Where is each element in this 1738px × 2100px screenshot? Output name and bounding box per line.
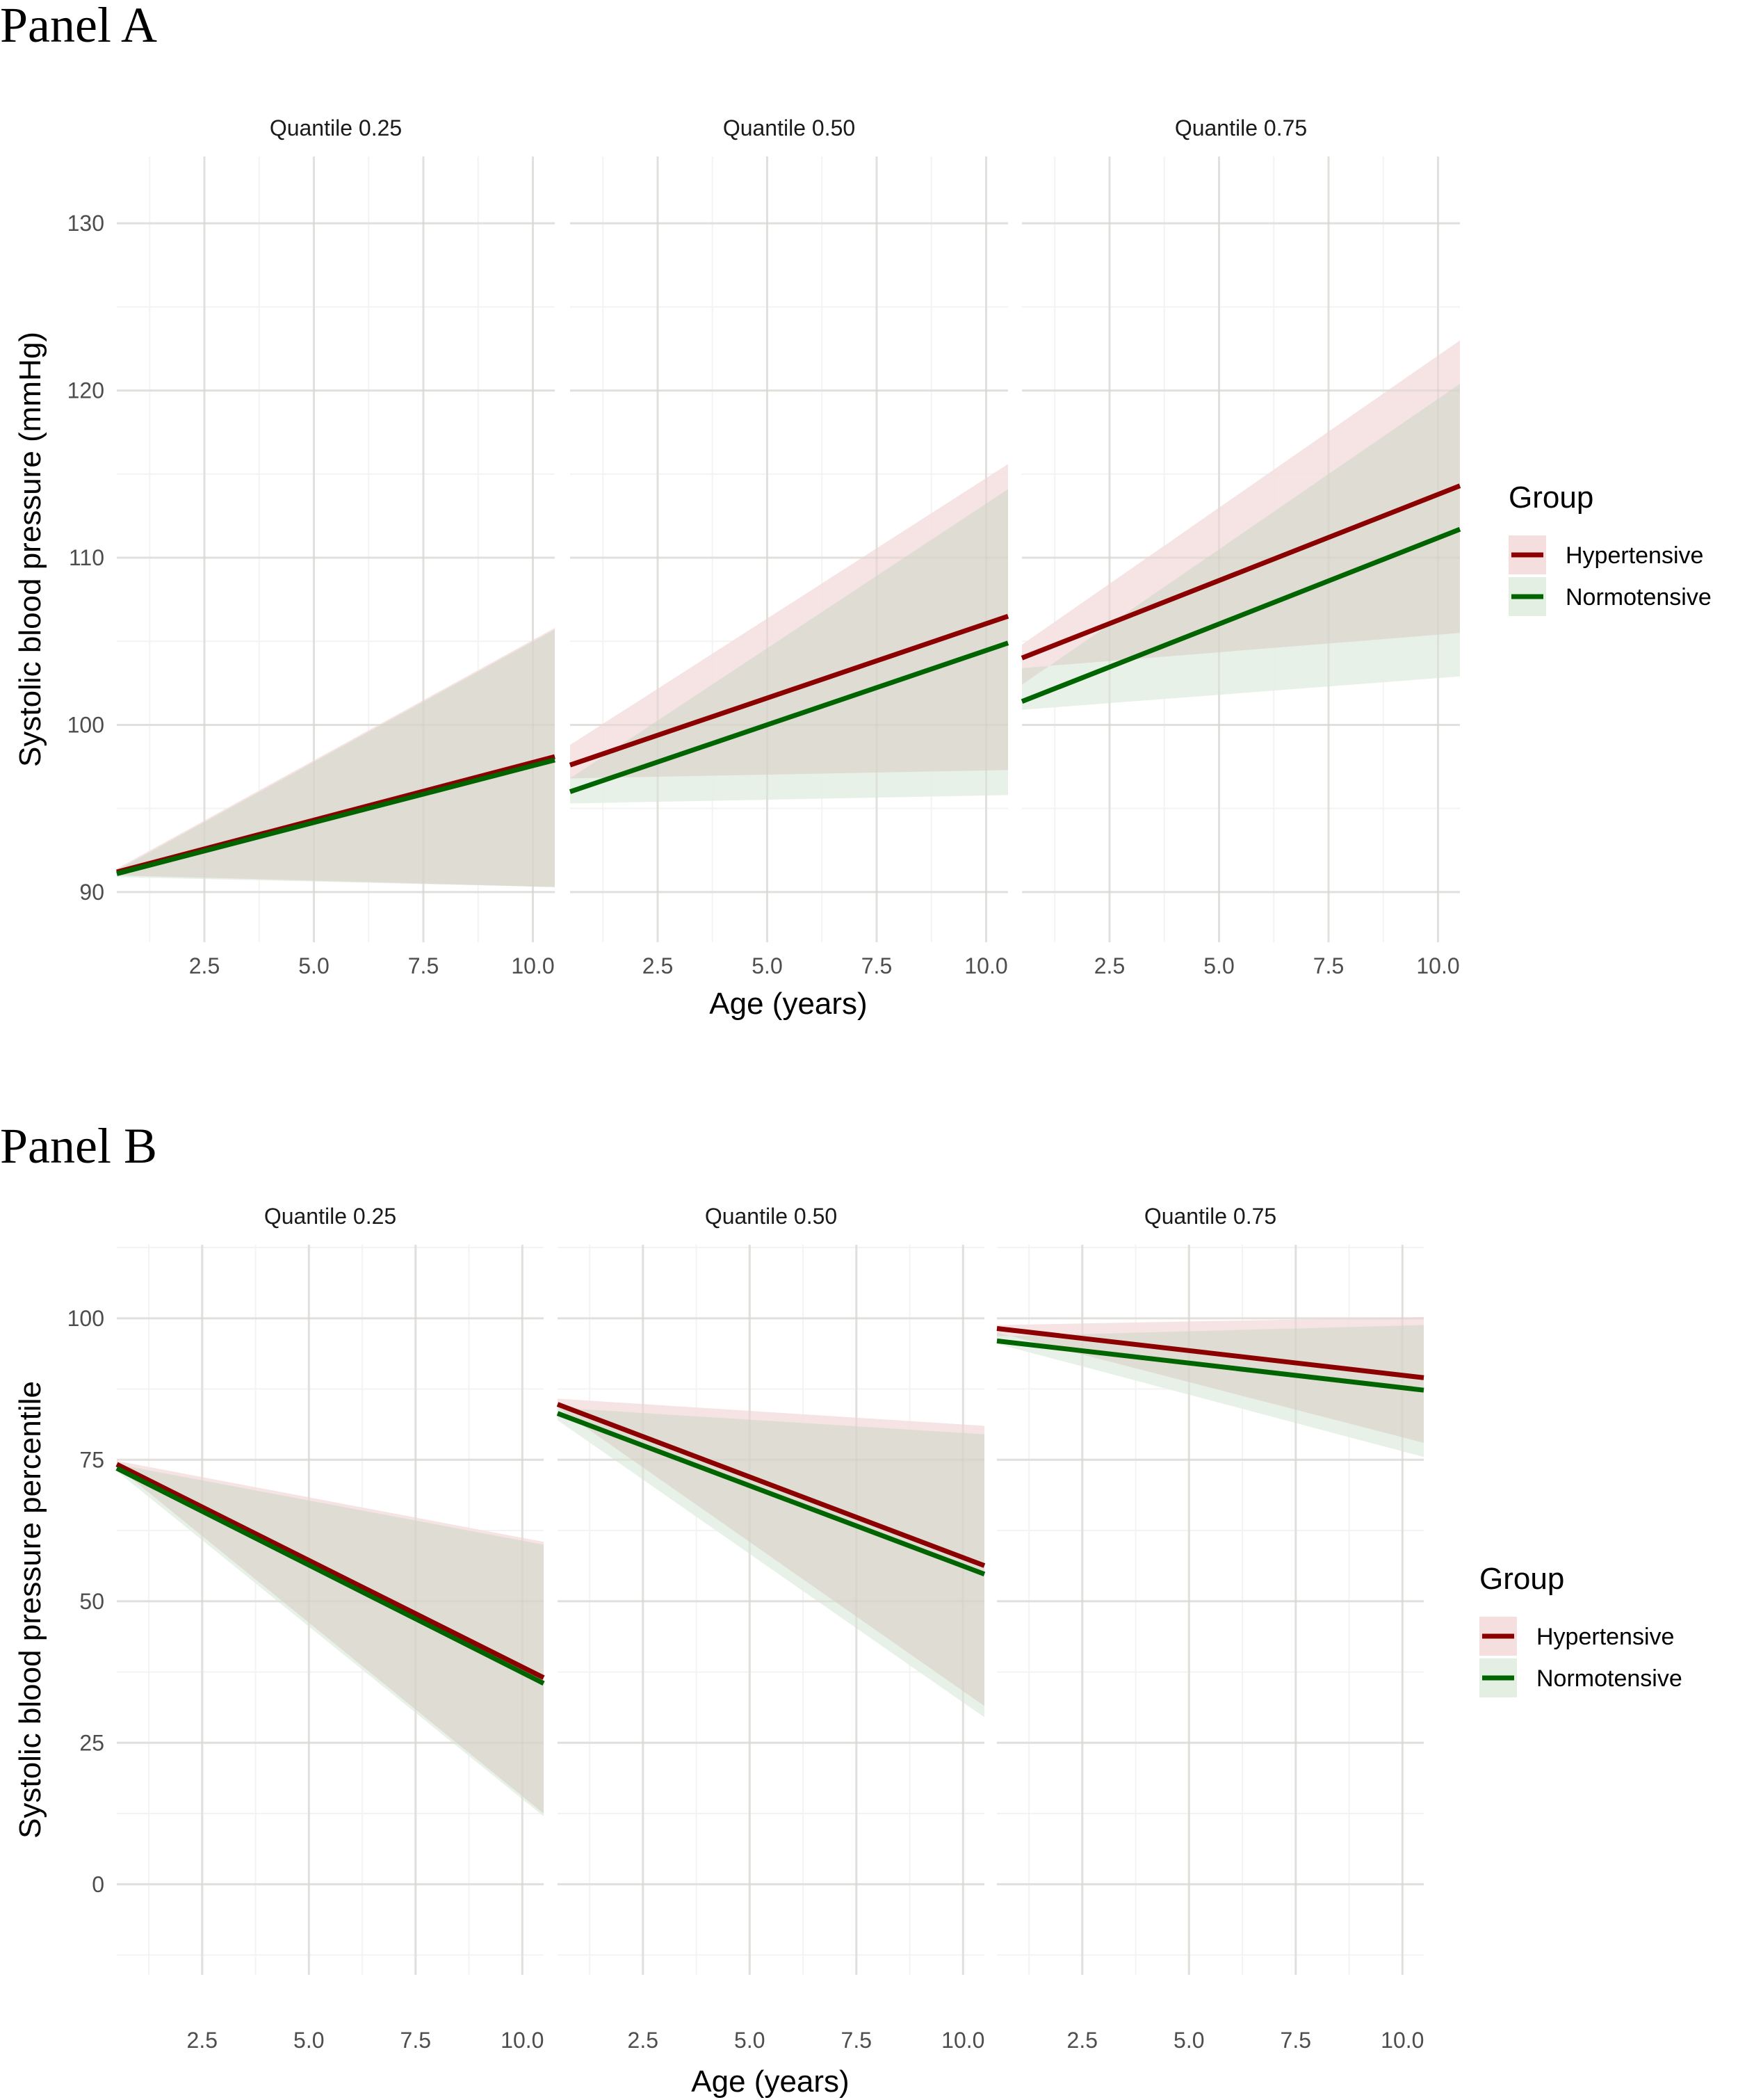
y-tick-label: 100 — [67, 1306, 104, 1331]
x-tick-label: 5.0 — [752, 953, 782, 978]
x-tick-label: 10.0 — [1381, 2028, 1424, 2053]
legend-hypertensive-label: Hypertensive — [1536, 1624, 1674, 1650]
x-tick-label: 10.0 — [1416, 953, 1459, 978]
x-tick-label: 7.5 — [1281, 2028, 1311, 2053]
facet-2: Quantile 0.50 2.5 5.0 7.5 10.0 — [556, 1204, 986, 2053]
y-tick-label: 25 — [79, 1730, 104, 1755]
y-axis-title: Systolic blood pressure (mmHg) — [13, 332, 47, 767]
facet-3: Quantile 0.75 2.5 5.0 7.5 10.0 — [1021, 115, 1461, 978]
x-tick-label: 2.5 — [628, 2028, 658, 2053]
y-tick-label: 110 — [69, 545, 104, 570]
x-tick-label: 2.5 — [187, 2028, 218, 2053]
line-normotensive — [556, 1411, 986, 1576]
x-tick-label: 7.5 — [1313, 953, 1344, 978]
legend: Group Hypertensive Normotensive — [1479, 1562, 1682, 1697]
facet-title: Quantile 0.25 — [270, 115, 402, 140]
y-tick-label: 75 — [79, 1447, 104, 1472]
x-tick-label: 5.0 — [1203, 953, 1234, 978]
x-axis-title: Age (years) — [691, 2065, 849, 2099]
legend-normotensive-label: Normotensive — [1536, 1665, 1682, 1692]
ribbon-overlap — [570, 489, 1008, 779]
line-hypertensive — [996, 1325, 1424, 1380]
facet-1: Quantile 0.25 2.5 5.0 7.5 10.0 — [116, 115, 555, 978]
ribbon-overlap — [117, 629, 555, 887]
y-tick-label: 120 — [67, 378, 104, 403]
line-hypertensive — [556, 1402, 986, 1568]
line-normotensive — [116, 757, 555, 876]
x-tick-label: 5.0 — [1173, 2028, 1204, 2053]
y-tick-label: 0 — [92, 1872, 104, 1897]
x-tick-label: 5.0 — [734, 2028, 765, 2053]
y-axis-title: Systolic blood pressure percentile — [13, 1381, 47, 1839]
legend: Group Hypertensive Normotensive — [1509, 480, 1712, 616]
x-tick-label: 2.5 — [1094, 953, 1125, 978]
facet-1: Quantile 0.25 2.5 5.0 7.5 10.0 — [115, 1204, 545, 2053]
legend-normotensive-label: Normotensive — [1566, 584, 1712, 611]
x-tick-label: 10.0 — [941, 2028, 984, 2053]
y-tick-label: 50 — [79, 1589, 104, 1614]
y-tick-label: 100 — [67, 712, 104, 737]
x-tick-label: 10.0 — [964, 953, 1007, 978]
x-tick-label: 5.0 — [298, 953, 329, 978]
line-hypertensive — [1021, 483, 1461, 661]
facet-title: Quantile 0.75 — [1175, 115, 1307, 140]
line-normotensive — [569, 640, 1009, 794]
ribbon-overlap — [558, 1407, 984, 1706]
facet-title: Quantile 0.50 — [723, 115, 855, 140]
facet-3: Quantile 0.75 2.5 5.0 7.5 10.0 — [996, 1204, 1424, 2053]
facet-title: Quantile 0.50 — [705, 1204, 837, 1229]
facet-title: Quantile 0.75 — [1144, 1204, 1276, 1229]
x-tick-label: 7.5 — [841, 2028, 872, 2053]
x-tick-label: 5.0 — [293, 2028, 324, 2053]
ribbon-overlap — [1022, 383, 1460, 685]
x-tick-label: 2.5 — [642, 953, 673, 978]
x-tick-label: 10.0 — [501, 2028, 544, 2053]
y-tick-label: 90 — [79, 880, 104, 905]
facet-2: Quantile 0.50 2.5 5.0 7.5 10.0 — [569, 115, 1009, 978]
line-hypertensive — [569, 613, 1009, 768]
x-tick-label: 2.5 — [189, 953, 220, 978]
legend-hypertensive-label: Hypertensive — [1566, 542, 1703, 569]
panel-label: Panel B — [0, 1118, 157, 1174]
x-tick-label: 2.5 — [1067, 2028, 1098, 2053]
x-tick-label: 7.5 — [400, 2028, 431, 2053]
line-hypertensive — [115, 1462, 545, 1680]
ribbon-overlap — [117, 1464, 544, 1814]
y-tick-label: 130 — [67, 211, 104, 236]
x-tick-label: 7.5 — [408, 953, 439, 978]
x-tick-label: 7.5 — [861, 953, 892, 978]
panel-label: Panel A — [0, 0, 157, 53]
x-tick-label: 10.0 — [511, 953, 554, 978]
legend-title: Group — [1479, 1562, 1564, 1596]
facet-title: Quantile 0.25 — [264, 1204, 396, 1229]
legend-title: Group — [1509, 480, 1593, 515]
x-axis-title: Age (years) — [709, 987, 867, 1021]
line-normotensive — [1021, 526, 1461, 704]
line-normotensive — [996, 1338, 1424, 1393]
line-normotensive — [115, 1466, 545, 1686]
